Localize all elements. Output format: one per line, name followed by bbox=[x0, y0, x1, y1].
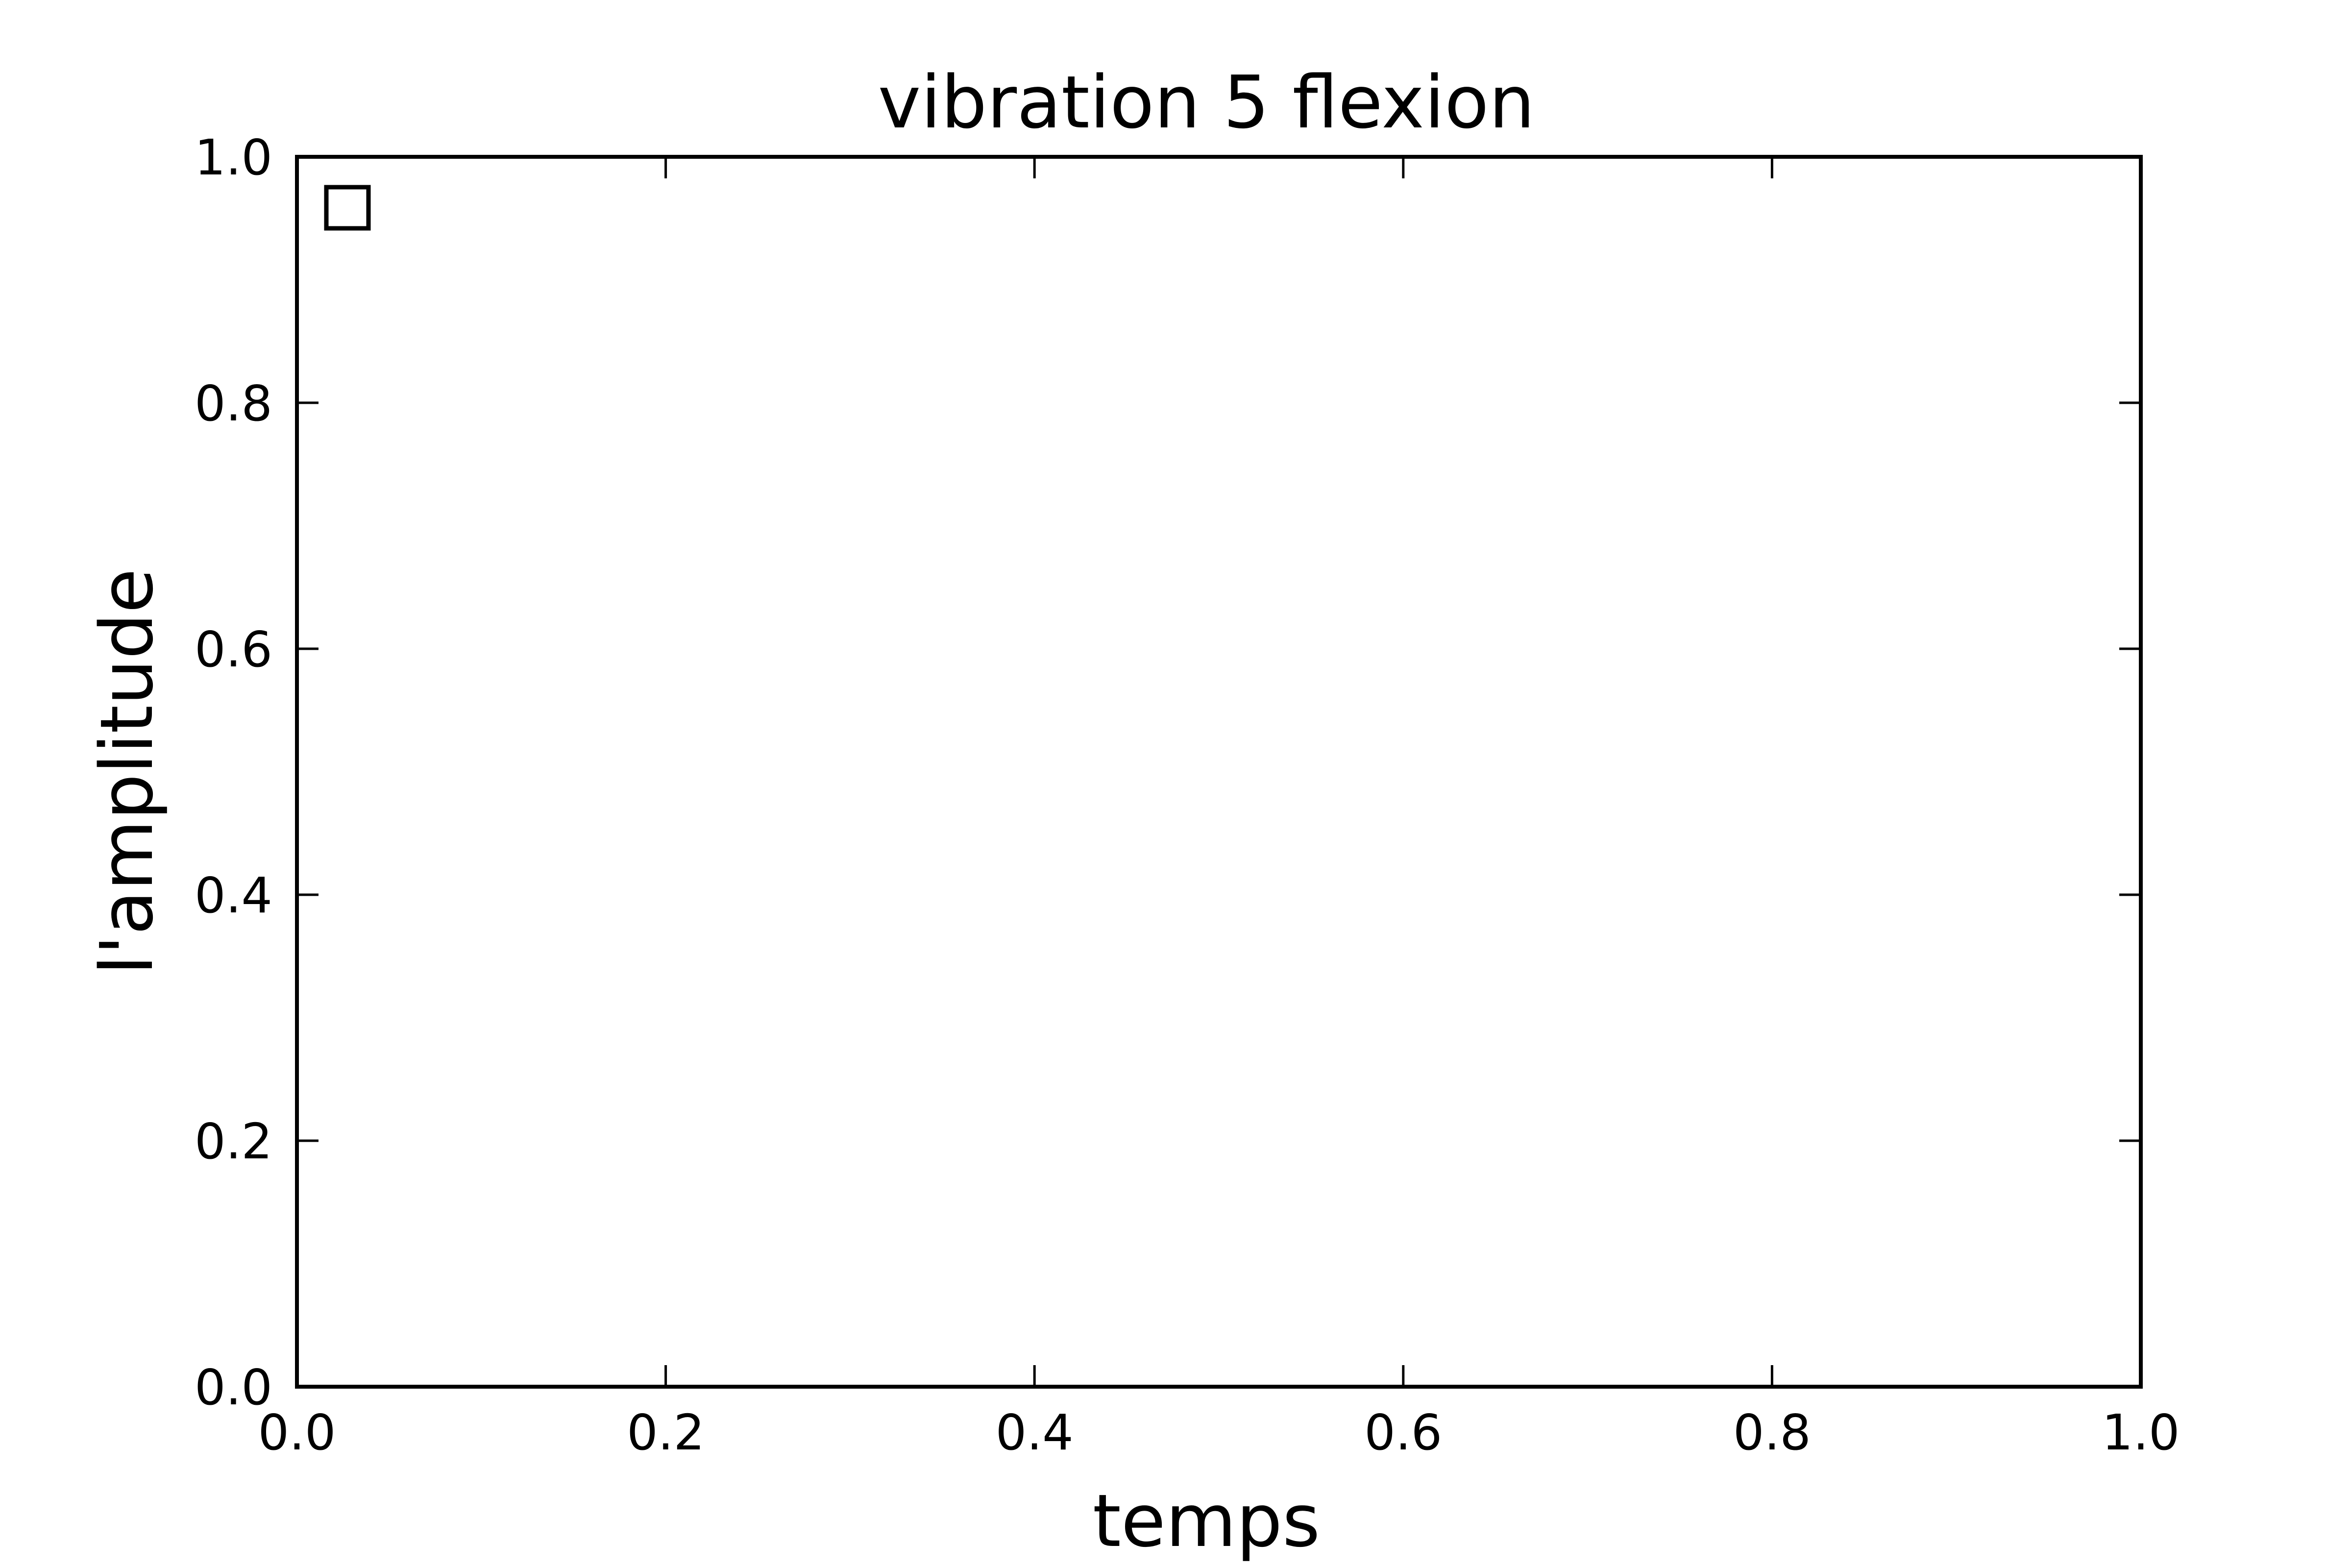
y-tick-label: 1.0 bbox=[195, 129, 272, 186]
x-tick-label: 0.6 bbox=[1364, 1404, 1442, 1461]
x-tick-label: 0.8 bbox=[1733, 1404, 1811, 1461]
x-tick-label: 0.2 bbox=[627, 1404, 705, 1461]
plot-area bbox=[295, 155, 2143, 1389]
x-tick-label: 0.0 bbox=[258, 1404, 336, 1461]
x-tick-label: 1.0 bbox=[2102, 1404, 2180, 1461]
y-tick-label: 0.6 bbox=[195, 621, 272, 678]
y-axis-ticks: 0.0 0.2 0.4 0.6 0.8 1.0 bbox=[195, 129, 2141, 1416]
plot-frame bbox=[295, 155, 2143, 1389]
y-axis-label: l'amplitude bbox=[85, 568, 169, 975]
y-tick-label: 0.8 bbox=[195, 375, 272, 432]
y-tick-label: 0.2 bbox=[195, 1113, 272, 1170]
legend-marker-square bbox=[324, 185, 371, 231]
x-axis-ticks: 0.0 0.2 0.4 0.6 0.8 1.0 bbox=[258, 157, 2180, 1461]
x-axis-label: temps bbox=[1093, 1479, 1320, 1563]
y-tick-label: 0.4 bbox=[195, 867, 272, 924]
y-tick-label: 0.0 bbox=[195, 1359, 272, 1416]
legend bbox=[324, 185, 371, 231]
x-tick-label: 0.4 bbox=[996, 1404, 1074, 1461]
chart-title: vibration 5 flexion bbox=[878, 60, 1535, 145]
